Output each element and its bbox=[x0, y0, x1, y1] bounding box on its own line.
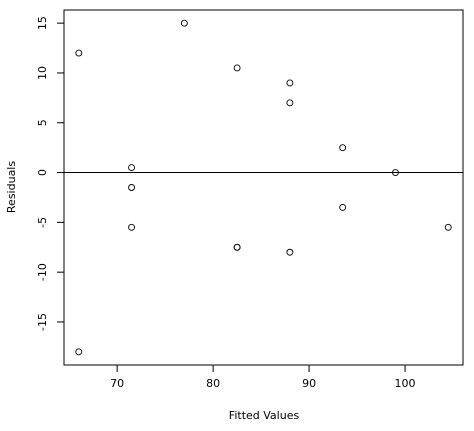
point bbox=[128, 164, 136, 172]
point bbox=[339, 144, 347, 152]
x-tick-label: 100 bbox=[395, 377, 416, 390]
y-tick-label: 5 bbox=[36, 119, 49, 126]
point bbox=[128, 223, 136, 231]
point bbox=[286, 79, 294, 87]
y-tick-label: 10 bbox=[36, 66, 49, 80]
point bbox=[180, 19, 188, 27]
point bbox=[128, 184, 136, 191]
point bbox=[444, 223, 452, 231]
y-tick-label: 0 bbox=[36, 169, 49, 176]
point bbox=[391, 169, 399, 177]
point bbox=[286, 248, 294, 256]
y-tick-label: -15 bbox=[36, 313, 49, 331]
point bbox=[339, 203, 347, 211]
point bbox=[233, 64, 241, 72]
x-axis-label: Fitted Values bbox=[229, 409, 300, 422]
point bbox=[233, 243, 241, 251]
y-axis-label: Residuals bbox=[5, 161, 18, 213]
x-tick-label: 80 bbox=[206, 377, 220, 390]
point bbox=[75, 49, 83, 57]
point bbox=[75, 348, 83, 356]
x-tick-label: 70 bbox=[110, 377, 124, 390]
plot-box bbox=[63, 9, 464, 366]
y-tick-label: -5 bbox=[36, 217, 49, 228]
y-tick-label: -10 bbox=[36, 263, 49, 281]
point bbox=[286, 99, 294, 107]
x-tick-label: 90 bbox=[302, 377, 316, 390]
y-tick-label: 15 bbox=[36, 16, 49, 30]
